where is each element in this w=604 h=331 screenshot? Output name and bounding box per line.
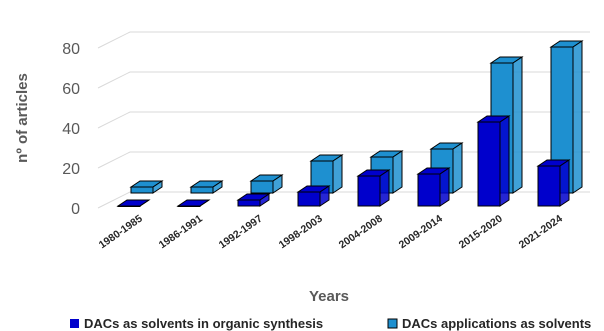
bar-organic-synthesis bbox=[296, 185, 331, 207]
bars bbox=[116, 40, 584, 207]
bar-applications bbox=[189, 180, 224, 194]
x-tick-label: 2015-2020 bbox=[457, 213, 505, 252]
legend-swatch bbox=[387, 318, 398, 329]
bar-applications bbox=[129, 180, 164, 194]
bar-organic-synthesis bbox=[116, 199, 151, 207]
x-tick-label: 1992-1997 bbox=[217, 213, 265, 252]
x-tick-label: 2004-2008 bbox=[337, 213, 385, 252]
grid-line-diag bbox=[97, 31, 131, 49]
y-tick-label: 0 bbox=[71, 201, 80, 218]
grid-line-diag bbox=[97, 191, 131, 209]
bar-organic-synthesis bbox=[416, 167, 451, 207]
legend-swatch bbox=[70, 319, 79, 328]
x-tick-label: 2021-2024 bbox=[517, 213, 565, 252]
x-tick-label: 1980-1985 bbox=[97, 213, 145, 252]
legend-label: DACs applications as solvents bbox=[402, 316, 591, 331]
y-tick-label: 60 bbox=[62, 81, 80, 98]
y-tick-label: 80 bbox=[62, 41, 80, 58]
bar-organic-synthesis bbox=[476, 115, 511, 207]
x-axis-categories: 1980-1985 1986-1991 1992-1997 1998-2003 2004… bbox=[97, 213, 565, 252]
x-tick-label: 2009-2014 bbox=[397, 213, 445, 252]
bar-applications bbox=[249, 174, 284, 194]
y-axis-ticks: 0 20 40 60 80 bbox=[62, 41, 80, 218]
bar-organic-synthesis bbox=[536, 159, 571, 207]
x-tick-label: 1986-1991 bbox=[157, 213, 205, 252]
grid-line-diag bbox=[97, 111, 131, 129]
y-axis-title: nº of articles bbox=[14, 73, 31, 163]
y-tick-label: 40 bbox=[62, 121, 80, 138]
y-tick-label: 20 bbox=[62, 161, 80, 178]
legend-label: DACs as solvents in organic synthesis bbox=[84, 316, 323, 331]
grid-line-diag bbox=[97, 151, 131, 169]
bar-organic-synthesis bbox=[236, 193, 271, 207]
x-tick-label: 1998-2003 bbox=[277, 213, 325, 252]
bar-applications bbox=[549, 40, 584, 194]
x-axis-title: Years bbox=[309, 288, 349, 305]
legend: DACs as solvents in organic synthesis DAC… bbox=[70, 316, 591, 331]
grid-line-diag bbox=[97, 71, 131, 89]
bar-organic-synthesis bbox=[356, 169, 391, 207]
bar-organic-synthesis bbox=[176, 199, 211, 207]
bar-applications bbox=[309, 154, 344, 194]
